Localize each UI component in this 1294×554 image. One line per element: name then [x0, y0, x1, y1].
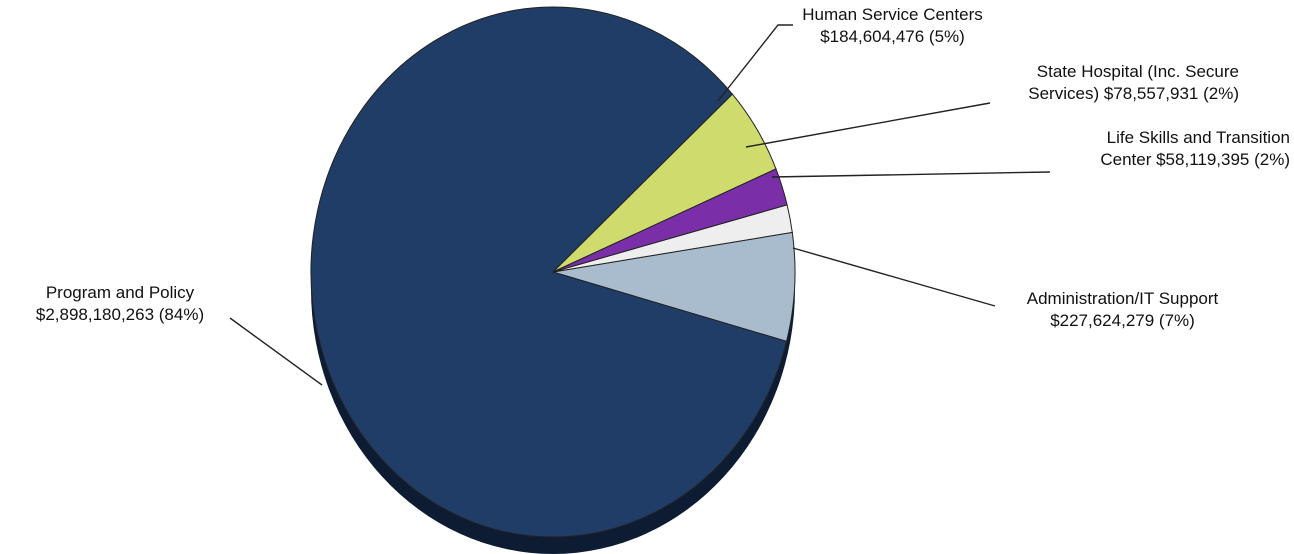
slice-label-administration: Administration/IT Support $227,624,279 (… — [985, 288, 1260, 332]
slice-label-line: Center $58,119,395 (2%) — [1100, 150, 1290, 169]
slice-label-program: Program and Policy $2,898,180,263 (84%) — [0, 282, 240, 326]
slice-label-line: Administration/IT Support — [1026, 289, 1219, 308]
slice-label-line: State Hospital (Inc. Secure — [1036, 62, 1239, 81]
slice-life-skills — [552, 204, 793, 273]
slice-label-line: Life Skills and Transition — [1106, 128, 1290, 147]
leader-line-administration — [792, 247, 996, 307]
slice-label-life-skills: Life Skills and Transition Center $58,11… — [990, 127, 1290, 171]
leader-line-program — [229, 317, 323, 386]
slice-label-line: $227,624,279 (7%) — [1050, 311, 1195, 330]
slice-label-state-hospital: State Hospital (Inc. Secure Services) $7… — [945, 61, 1239, 105]
slice-label-human-service: Human Service Centers $184,604,476 (5%) — [770, 4, 1015, 48]
slice-label-line: Program and Policy — [45, 283, 195, 302]
slice-label-line: $2,898,180,263 (84%) — [35, 305, 205, 324]
leader-line-state-hospital — [745, 102, 991, 148]
slice-program-and-policy — [310, 6, 788, 538]
slice-label-line: Services) $78,557,931 (2%) — [1028, 84, 1239, 103]
slice-administration-it — [552, 231, 796, 342]
slice-label-line: Human Service Centers — [802, 5, 983, 24]
slice-label-line: $184,604,476 (5%) — [820, 27, 965, 46]
leader-line-life-skills — [771, 171, 1051, 178]
leader-line-human-service — [717, 24, 793, 102]
